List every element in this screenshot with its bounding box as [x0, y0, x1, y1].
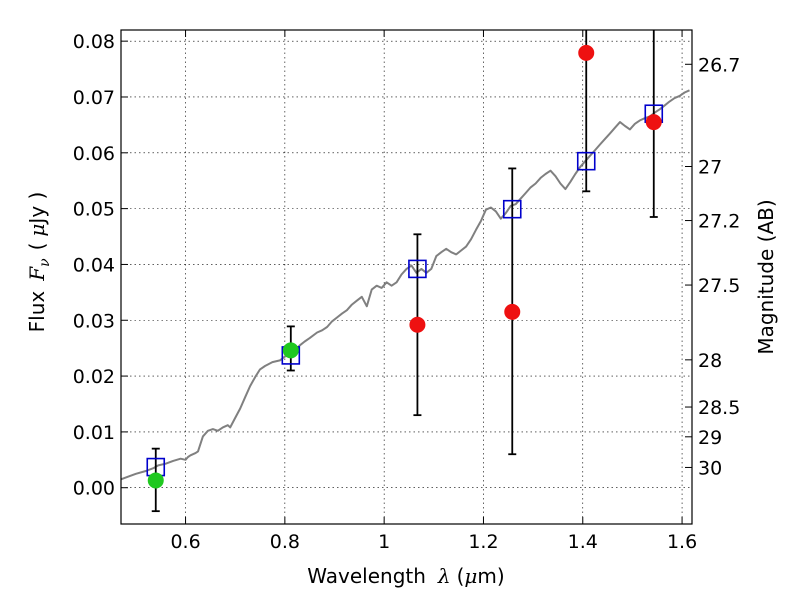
observed-photometry-markers: [147, 44, 662, 489]
x-tick-label: 1.6: [667, 531, 697, 553]
y-tick-label: 0.08: [73, 31, 115, 53]
model-photometry-square: [408, 259, 427, 279]
magnitude-tick-label: 29: [698, 427, 722, 449]
magnitude-tick-label: 27: [698, 157, 722, 179]
y-tick-label: 0.02: [73, 366, 115, 388]
hst_detections-point: [147, 472, 164, 489]
x-tick-label: 1.4: [568, 531, 598, 553]
magnitude-tick-label: 30: [698, 457, 722, 479]
ir_photometry-point: [645, 114, 662, 131]
y-axis-label: FluxFν(μJy ): [25, 192, 53, 333]
grid: [121, 30, 692, 524]
y-tick-label: 0.07: [73, 87, 115, 109]
magnitude-tick-label: 27.2: [698, 211, 740, 233]
model-sed-curve: [120, 89, 690, 481]
x-tick-label: 1.2: [468, 531, 498, 553]
model-sed-line: [120, 89, 690, 481]
magnitude-tick-label: 28.5: [698, 397, 740, 419]
y-tick-label: 0.00: [73, 478, 115, 500]
magnitude-tick-label: 28: [698, 350, 722, 372]
plot-frame: [120, 29, 693, 525]
axis-ticks: [121, 30, 692, 524]
tick-labels: 0.6 0.8 1 1.2 1.4 1.6 0.00 0.01 0.02 0.03 0.04 0.05…: [73, 31, 741, 553]
ir_photometry-point: [578, 44, 595, 61]
y-tick-label: 0.05: [73, 199, 115, 221]
x-tick-label: 1: [378, 531, 390, 553]
hst_detections-point: [282, 342, 299, 359]
y-tick-label: 0.06: [73, 143, 115, 165]
magnitude-tick-label: 26.7: [698, 54, 740, 76]
ir_photometry-point: [409, 316, 426, 333]
y-tick-label: 0.03: [73, 310, 115, 332]
model-photometry-square: [502, 199, 522, 219]
x-tick-label: 0.6: [170, 531, 200, 553]
x-axis-label: Wavelength λ (μm): [307, 564, 504, 588]
right-axis-label: Magnitude (AB): [754, 199, 778, 354]
x-tick-label: 0.8: [270, 531, 300, 553]
y-tick-label: 0.01: [73, 422, 115, 444]
y-tick-label: 0.04: [73, 254, 115, 276]
model-photometry-square: [576, 151, 596, 171]
ir_photometry-point: [504, 303, 521, 320]
magnitude-tick-label: 27.5: [698, 275, 740, 297]
